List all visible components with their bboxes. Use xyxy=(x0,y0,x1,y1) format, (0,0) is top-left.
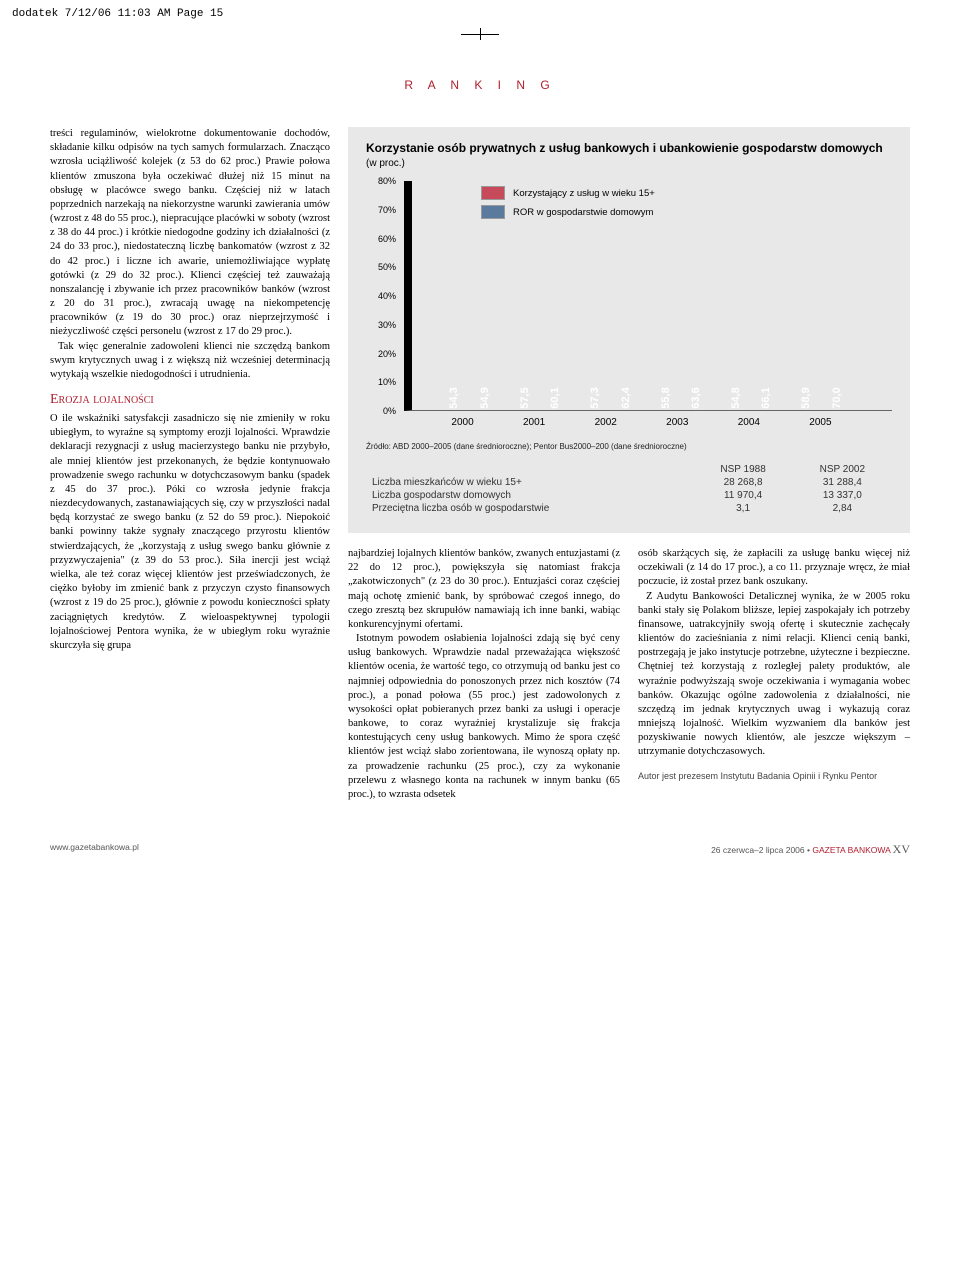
table-row: Liczba mieszkańców w wieku 15+ 28 268,8 … xyxy=(366,476,892,489)
body-text-block-2: O ile wskaźniki satysfakcji zasadniczo s… xyxy=(50,412,330,653)
table-cell: 28 268,8 xyxy=(693,476,792,489)
bar-value-label: 63,6 xyxy=(690,387,702,408)
footer-url: www.gazetabankowa.pl xyxy=(50,842,139,857)
y-tick: 10% xyxy=(378,377,396,387)
text-column-right: osób skarżących się, że zapłacili za usł… xyxy=(638,547,910,802)
table-cell: Liczba gospodarstw domowych xyxy=(366,489,693,502)
bar-value-label: 58,9 xyxy=(800,387,812,408)
table-cell: 13 337,0 xyxy=(793,489,892,502)
print-crop-mark: dodatek 7/12/06 11:03 AM Page 15 xyxy=(0,0,960,28)
para: Istotnym powodem osłabienia lojalności z… xyxy=(348,632,620,802)
x-tick-label: 2003 xyxy=(666,417,688,428)
x-tick-label: 2004 xyxy=(738,417,760,428)
bar-value-label: 62,4 xyxy=(620,387,632,408)
main-content: treści regulaminów, wielokrotne dokument… xyxy=(0,127,960,802)
table-cell: 31 288,4 xyxy=(793,476,892,489)
stats-table: NSP 1988 NSP 2002 Liczba mieszkańców w w… xyxy=(366,463,892,515)
para: najbardziej lojalnych klientów banków, z… xyxy=(348,547,620,632)
table-cell xyxy=(366,463,693,476)
x-tick-label: 2002 xyxy=(595,417,617,428)
table-cell: NSP 1988 xyxy=(693,463,792,476)
right-column: Korzystanie osób prywatnych z usług bank… xyxy=(348,127,910,802)
y-tick: 30% xyxy=(378,320,396,330)
table-cell: Liczba mieszkańców w wieku 15+ xyxy=(366,476,693,489)
section-subhead: Erozja lojalności xyxy=(50,392,330,408)
y-tick: 50% xyxy=(378,262,396,272)
bar-value-label: 66,1 xyxy=(760,387,772,408)
bar-value-label: 70,0 xyxy=(831,387,843,408)
text-column-middle: najbardziej lojalnych klientów banków, z… xyxy=(348,547,620,802)
footer-right: 26 czerwca–2 lipca 2006 • GAZETA BANKOWA… xyxy=(711,842,910,857)
table-cell: NSP 2002 xyxy=(793,463,892,476)
bottom-text-columns: najbardziej lojalnych klientów banków, z… xyxy=(348,547,910,802)
y-axis: 80%70%60%50%40%30%20%10%0% xyxy=(366,181,400,411)
left-column: treści regulaminów, wielokrotne dokument… xyxy=(50,127,330,802)
x-tick-label: 2000 xyxy=(451,417,473,428)
footer-date: 26 czerwca–2 lipca 2006 • xyxy=(711,845,810,855)
y-tick: 20% xyxy=(378,349,396,359)
author-note: Autor jest prezesem Instytutu Badania Op… xyxy=(638,770,910,782)
chart-source: Źródło: ABD 2000–2005 (dane średnioroczn… xyxy=(366,442,892,451)
table-row: Przeciętna liczba osób w gospodarstwie 3… xyxy=(366,502,892,515)
para: Z Audytu Bankowości Detalicznej wynika, … xyxy=(638,590,910,760)
table-row: Liczba gospodarstw domowych 11 970,4 13 … xyxy=(366,489,892,502)
bar-value-label: 54,8 xyxy=(730,387,742,408)
bar-value-label: 57,5 xyxy=(519,387,531,408)
x-tick-label: 2001 xyxy=(523,417,545,428)
bar-value-label: 60,1 xyxy=(549,387,561,408)
bar-value-label: 54,9 xyxy=(479,387,491,408)
section-header: R A N K I N G xyxy=(0,78,960,92)
y-tick: 0% xyxy=(383,406,396,416)
chart-panel: Korzystanie osób prywatnych z usług bank… xyxy=(348,127,910,533)
plot-area: 54,3 54,9 57,5 60,1 57,3 62,4 55,8 63,6 54,8 66,1… xyxy=(404,181,892,411)
bar-value-label: 54,3 xyxy=(448,387,460,408)
chart-title: Korzystanie osób prywatnych z usług bank… xyxy=(366,141,892,169)
crop-marks xyxy=(0,28,960,48)
table-cell: 3,1 xyxy=(693,502,792,515)
chart-plot-wrap: Korzystający z usług w wieku 15+ ROR w g… xyxy=(366,181,892,436)
table-header-row: NSP 1988 NSP 2002 xyxy=(366,463,892,476)
y-tick: 80% xyxy=(378,176,396,186)
para: O ile wskaźniki satysfakcji zasadniczo s… xyxy=(50,412,330,653)
para: osób skarżących się, że zapłacili za usł… xyxy=(638,547,910,590)
para: treści regulaminów, wielokrotne dokument… xyxy=(50,127,330,340)
page-number: XV xyxy=(893,842,910,856)
para: Tak więc generalnie zadowoleni klienci n… xyxy=(50,340,330,383)
y-tick: 40% xyxy=(378,291,396,301)
y-tick: 60% xyxy=(378,234,396,244)
x-axis: 2000 2001 2002 2003 2004 2005 xyxy=(404,417,892,437)
table-cell: Przeciętna liczba osób w gospodarstwie xyxy=(366,502,693,515)
table-cell: 2,84 xyxy=(793,502,892,515)
bar-value-label: 57,3 xyxy=(589,387,601,408)
body-text-block-1: treści regulaminów, wielokrotne dokument… xyxy=(50,127,330,382)
x-tick-label: 2005 xyxy=(809,417,831,428)
bar-value-label: 55,8 xyxy=(660,387,672,408)
footer-brand: GAZETA BANKOWA xyxy=(812,845,890,855)
table-cell: 11 970,4 xyxy=(693,489,792,502)
page-footer: www.gazetabankowa.pl 26 czerwca–2 lipca … xyxy=(0,802,960,875)
y-tick: 70% xyxy=(378,205,396,215)
